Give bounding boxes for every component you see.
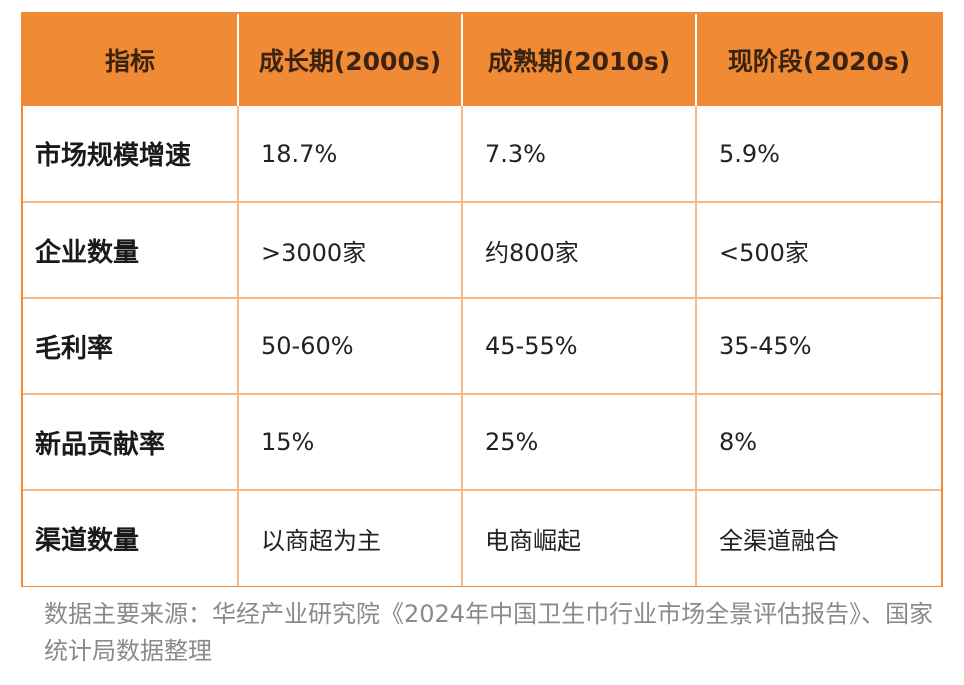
table-row: 市场规模增速 18.7% 7.3% 5.9% [23,106,941,202]
table-cell: 8% [696,393,941,490]
table-row: 企业数量 >3000家 约800家 <500家 [23,201,941,298]
table-cell: 35-45% [696,297,941,394]
row-label: 市场规模增速 [23,106,239,202]
header-growth-period: 成长期(2000s) [238,14,463,106]
header-mature-period: 成熟期(2010s) [462,14,697,106]
table-row: 毛利率 50-60% 45-55% 35-45% [23,297,941,394]
table-cell: 45-55% [462,297,697,394]
table-cell: 15% [238,393,463,490]
header-current-period: 现阶段(2020s) [696,14,941,106]
table-cell: <500家 [696,201,941,298]
table-row: 新品贡献率 15% 25% 8% [23,393,941,490]
source-footnote: 数据主要来源：华经产业研究院《2024年中国卫生巾行业市场全景评估报告》、国家统… [44,600,934,665]
data-table: 指标 成长期(2000s) 成熟期(2010s) 现阶段(2020s) 市场规模… [23,14,941,586]
row-label: 新品贡献率 [23,393,239,490]
header-indicator: 指标 [23,14,239,106]
table-cell: 5.9% [696,106,941,202]
header-row: 指标 成长期(2000s) 成熟期(2010s) 现阶段(2020s) [23,14,941,106]
table-cell: 全渠道融合 [696,489,941,586]
table-row: 渠道数量 以商超为主 电商崛起 全渠道融合 [23,489,941,586]
table-cell: 25% [462,393,697,490]
table-cell: 18.7% [238,106,463,202]
row-label: 企业数量 [23,201,239,298]
row-label: 渠道数量 [23,489,239,586]
table-cell: 以商超为主 [238,489,463,586]
table-cell: >3000家 [238,201,463,298]
table-cell: 电商崛起 [462,489,697,586]
table-cell: 约800家 [462,201,697,298]
row-label: 毛利率 [23,297,239,394]
table-cell: 50-60% [238,297,463,394]
comparison-table: 指标 成长期(2000s) 成熟期(2010s) 现阶段(2020s) 市场规模… [21,12,943,587]
table-cell: 7.3% [462,106,697,202]
